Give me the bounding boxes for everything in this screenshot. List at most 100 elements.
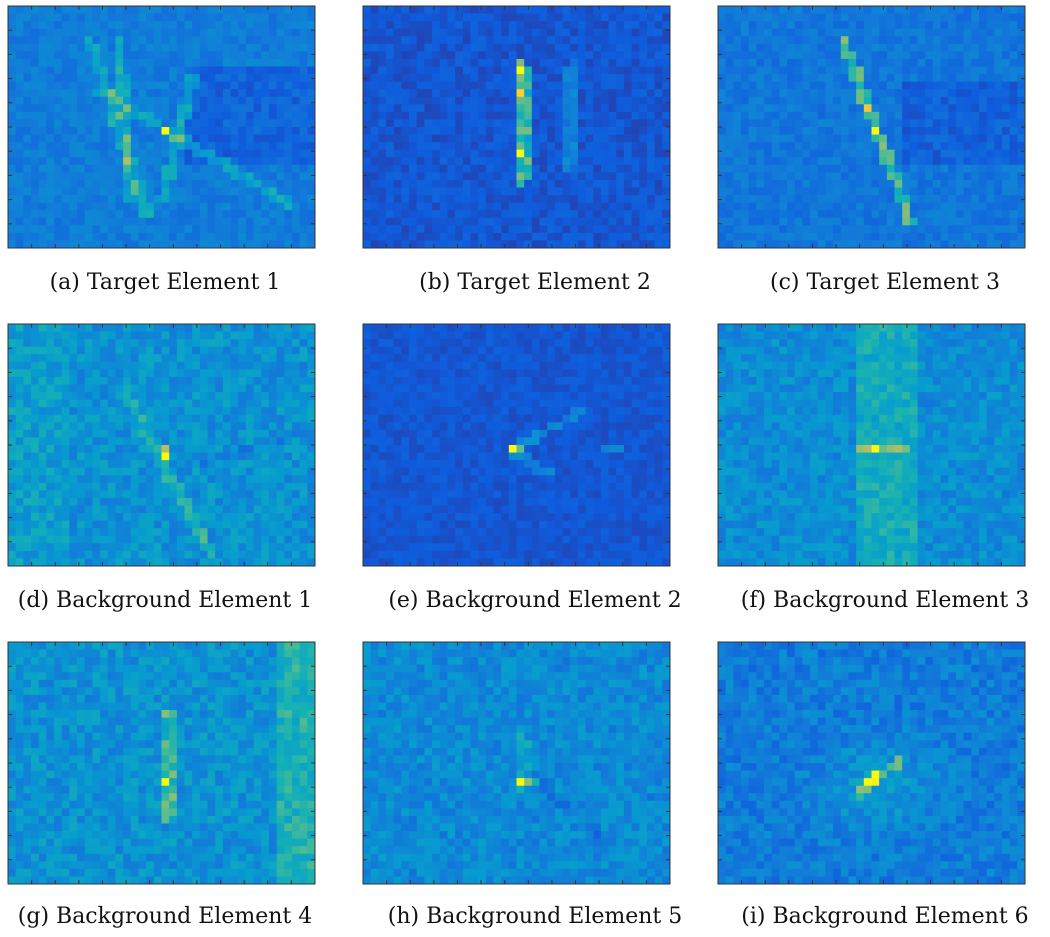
pixel [46, 332, 54, 340]
pixel [62, 385, 70, 393]
pixel [261, 490, 269, 498]
pixel [718, 210, 726, 218]
pixel [948, 240, 956, 248]
pixel [756, 89, 764, 97]
pixel [269, 422, 277, 430]
pixel [1002, 180, 1010, 188]
pixel [632, 172, 640, 180]
pixel [509, 157, 517, 165]
pixel [23, 369, 31, 377]
pixel [478, 240, 486, 248]
pixel [169, 104, 177, 112]
pixel [802, 240, 810, 248]
pixel [910, 36, 918, 44]
pixel [964, 225, 972, 233]
pixel [933, 150, 941, 158]
pixel [394, 127, 402, 135]
pixel [825, 44, 833, 52]
pixel [787, 51, 795, 59]
pixel [787, 21, 795, 29]
pixel [269, 210, 277, 218]
pixel [231, 203, 239, 211]
pixel [647, 165, 655, 173]
pixel [77, 400, 85, 408]
pixel [540, 188, 548, 196]
pixel [879, 210, 887, 218]
pixel [524, 97, 532, 105]
pixel [601, 165, 609, 173]
pixel [979, 104, 987, 112]
pixel [964, 218, 972, 226]
pixel [208, 460, 216, 468]
pixel [177, 36, 185, 44]
pixel [185, 51, 193, 59]
pixel [470, 150, 478, 158]
pixel [756, 97, 764, 105]
pixel [632, 157, 640, 165]
pixel [841, 59, 849, 67]
pixel [570, 119, 578, 127]
pixel [39, 415, 47, 423]
pixel [77, 89, 85, 97]
pixel [131, 498, 139, 506]
pixel [85, 362, 93, 370]
pixel [632, 89, 640, 97]
pixel [277, 483, 285, 491]
pixel [933, 51, 941, 59]
pixel [363, 119, 371, 127]
pixel [277, 188, 285, 196]
pixel [918, 142, 926, 150]
pixel [910, 119, 918, 127]
pixel [624, 240, 632, 248]
pixel [108, 347, 116, 355]
pixel [647, 180, 655, 188]
pixel [478, 210, 486, 218]
pixel [547, 172, 555, 180]
pixel [69, 430, 77, 438]
pixel [879, 165, 887, 173]
pixel [994, 218, 1002, 226]
pixel [394, 44, 402, 52]
pixel [54, 135, 62, 143]
pixel [23, 51, 31, 59]
pixel [647, 14, 655, 22]
pixel [177, 506, 185, 514]
pixel [284, 354, 292, 362]
pixel [749, 157, 757, 165]
pixel [586, 82, 594, 90]
pixel [177, 104, 185, 112]
pixel [593, 165, 601, 173]
pixel [208, 347, 216, 355]
pixel [31, 400, 39, 408]
pixel [417, 195, 425, 203]
pixel [463, 218, 471, 226]
pixel [470, 21, 478, 29]
pixel [647, 225, 655, 233]
pixel [795, 74, 803, 82]
pixel [810, 29, 818, 37]
pixel [933, 240, 941, 248]
pixel [856, 127, 864, 135]
pixel [169, 97, 177, 105]
pixel [31, 392, 39, 400]
pixel [987, 218, 995, 226]
pixel [123, 498, 131, 506]
pixel [69, 180, 77, 188]
pixel [555, 240, 563, 248]
pixel [138, 498, 146, 506]
pixel [131, 354, 139, 362]
pixel [795, 14, 803, 22]
pixel [31, 150, 39, 158]
pixel [987, 36, 995, 44]
pixel [802, 127, 810, 135]
pixel [46, 104, 54, 112]
pixel [246, 332, 254, 340]
pixel [486, 59, 494, 67]
pixel [131, 104, 139, 112]
pixel [108, 225, 116, 233]
pixel [1002, 233, 1010, 241]
pixel [918, 82, 926, 90]
pixel [39, 67, 47, 75]
pixel [284, 377, 292, 385]
pixel [902, 142, 910, 150]
